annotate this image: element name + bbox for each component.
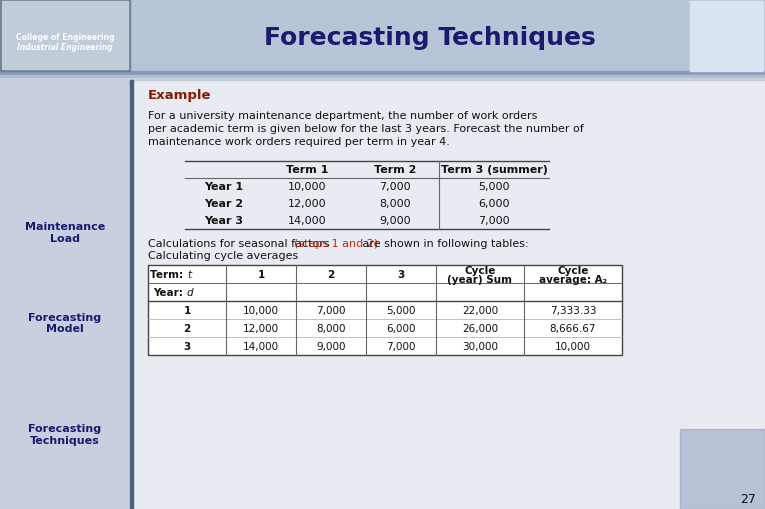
Text: 6,000: 6,000	[478, 199, 509, 209]
Text: 5,000: 5,000	[386, 305, 415, 316]
Text: average: A₂: average: A₂	[539, 274, 607, 285]
Text: 1: 1	[257, 269, 265, 279]
Text: 8,666.67: 8,666.67	[550, 323, 596, 333]
Bar	[130, 81, 133, 509]
Text: Year 3: Year 3	[204, 216, 243, 226]
Text: 6,000: 6,000	[386, 323, 415, 333]
Text: 8,000: 8,000	[379, 199, 411, 209]
Text: 9,000: 9,000	[316, 342, 346, 351]
Text: t: t	[187, 269, 191, 279]
Text: 8,000: 8,000	[316, 323, 346, 333]
Bar	[0, 79, 765, 81]
Bar	[0, 0, 765, 72]
Text: 27: 27	[740, 493, 756, 505]
Text: Forecasting
Model: Forecasting Model	[28, 312, 102, 333]
Text: 7,333.33: 7,333.33	[550, 305, 596, 316]
Text: d: d	[187, 288, 194, 297]
Text: Term:: Term:	[150, 269, 187, 279]
Bar	[680, 429, 765, 509]
Bar	[0, 72, 765, 76]
Text: Maintenance
Load: Maintenance Load	[25, 222, 105, 244]
Bar	[2, 2, 128, 70]
Text: 12,000: 12,000	[288, 199, 327, 209]
Text: 2: 2	[184, 323, 190, 333]
Text: 7,000: 7,000	[386, 342, 415, 351]
Text: 3: 3	[397, 269, 405, 279]
Text: Industrial Engineering: Industrial Engineering	[17, 43, 112, 52]
Text: 5,000: 5,000	[478, 182, 509, 192]
Text: Example: Example	[148, 89, 211, 102]
Text: 14,000: 14,000	[288, 216, 327, 226]
Text: 22,000: 22,000	[462, 305, 498, 316]
Text: 12,000: 12,000	[243, 323, 279, 333]
Text: 10,000: 10,000	[288, 182, 326, 192]
Text: Term 3 (summer): Term 3 (summer)	[441, 165, 548, 175]
Bar	[690, 2, 763, 72]
Text: 2: 2	[327, 269, 334, 279]
Bar	[0, 76, 765, 79]
Text: Forecasting
Techniques: Forecasting Techniques	[28, 423, 102, 445]
Text: Cycle: Cycle	[558, 266, 589, 275]
Text: 9,000: 9,000	[379, 216, 411, 226]
Text: 7,000: 7,000	[316, 305, 346, 316]
Text: per academic term is given below for the last 3 years. Forecast the number of: per academic term is given below for the…	[148, 124, 584, 134]
Text: 10,000: 10,000	[555, 342, 591, 351]
Text: Term 1: Term 1	[286, 165, 328, 175]
Text: Year 1: Year 1	[204, 182, 243, 192]
Text: Term 2: Term 2	[374, 165, 416, 175]
Text: (steps 1 and 2): (steps 1 and 2)	[295, 239, 379, 248]
Bar	[0, 81, 130, 509]
Text: College of Engineering: College of Engineering	[16, 34, 114, 42]
Bar	[148, 266, 622, 355]
Text: 7,000: 7,000	[478, 216, 509, 226]
Text: Calculations for seasonal factors: Calculations for seasonal factors	[148, 239, 333, 248]
Text: 7,000: 7,000	[379, 182, 411, 192]
Text: maintenance work orders required per term in year 4.: maintenance work orders required per ter…	[148, 137, 450, 147]
Bar	[0, 0, 130, 72]
Text: Calculating cycle averages: Calculating cycle averages	[148, 250, 298, 261]
Text: 26,000: 26,000	[462, 323, 498, 333]
Text: Cycle: Cycle	[464, 266, 496, 275]
Text: For a university maintenance department, the number of work orders: For a university maintenance department,…	[148, 111, 537, 121]
Text: (year) Sum: (year) Sum	[448, 274, 513, 285]
Text: are shown in following tables:: are shown in following tables:	[359, 239, 529, 248]
Text: 10,000: 10,000	[243, 305, 279, 316]
Text: Year 2: Year 2	[204, 199, 243, 209]
Text: Forecasting Techniques: Forecasting Techniques	[264, 26, 596, 50]
Text: 14,000: 14,000	[243, 342, 279, 351]
Text: 1: 1	[184, 305, 190, 316]
Text: 3: 3	[184, 342, 190, 351]
Text: 30,000: 30,000	[462, 342, 498, 351]
Text: Year:: Year:	[154, 288, 187, 297]
